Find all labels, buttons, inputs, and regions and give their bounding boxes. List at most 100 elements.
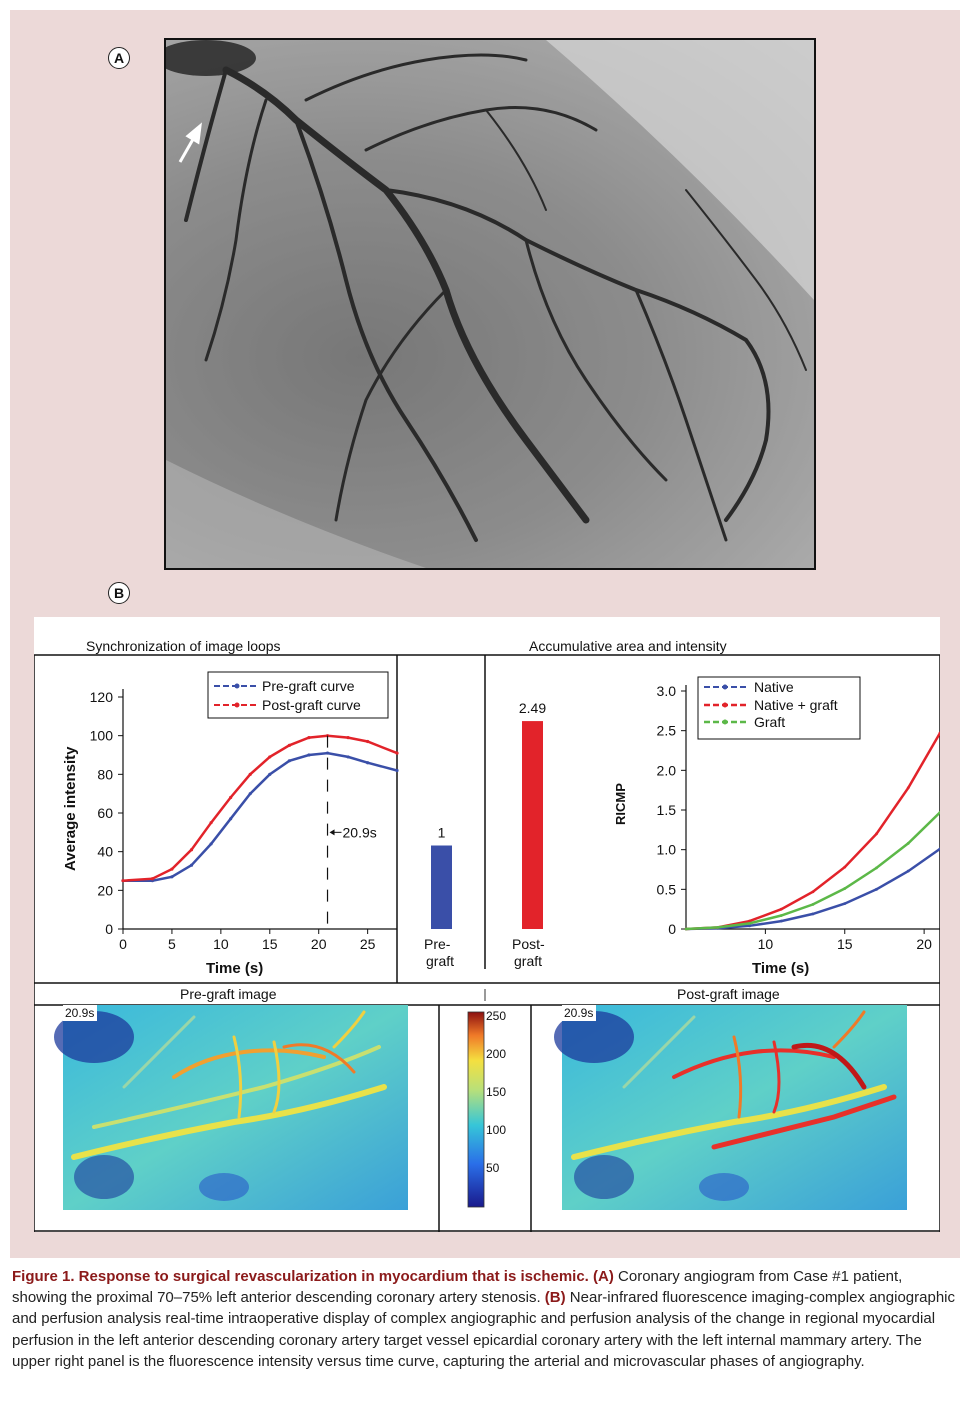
legend-label-native-graft: Native + graft [754, 697, 838, 713]
bar [522, 721, 543, 929]
ricmp-y-tick-label: 1.0 [657, 842, 677, 858]
legend-marker-native-graft [722, 702, 728, 708]
accum-title: Accumulative area and intensity [529, 638, 727, 654]
intensity-y-tick-label: 100 [90, 728, 114, 744]
ricmp-data-point [811, 890, 815, 894]
ricmp-y-tick-label: 2.0 [657, 762, 677, 778]
intensity-data-point [189, 863, 194, 867]
intensity-y-tick-label: 0 [105, 921, 113, 937]
ricmp-legend: Native Native + graft Graft [697, 676, 861, 740]
legend-label-post: Post-graft curve [262, 697, 361, 713]
intensity-series-line [123, 751, 398, 882]
legend-label-graft: Graft [754, 714, 785, 730]
legend-marker-pre [234, 683, 240, 689]
intensity-y-tick-label: 20 [97, 882, 113, 898]
intensity-data-point [150, 877, 154, 881]
intensity-xlabel: Time (s) [206, 960, 263, 977]
ratio-bar-chart: 12.49 [431, 700, 546, 929]
intensity-data-point [325, 751, 330, 755]
ricmp-data-point [875, 887, 878, 891]
ricmp-data-point [938, 731, 940, 735]
ricmp-y-tick-label: 3.0 [657, 683, 677, 699]
intensity-series-line [122, 734, 398, 882]
intensity-data-point [229, 795, 233, 800]
colorbar-tick-200: 200 [486, 1047, 506, 1061]
ricmp-x-tick-label: 20 [916, 936, 932, 952]
ricmp-data-point [779, 907, 783, 911]
intensity-y-tick-label: 40 [97, 844, 113, 860]
intensity-data-point [170, 875, 174, 879]
ricmp-data-point [938, 847, 940, 851]
ricmp-data-point [938, 810, 940, 814]
intensity-data-point [395, 751, 399, 755]
sync-title: Synchronization of image loops [86, 638, 281, 654]
legend-label-pre: Pre-graft curve [262, 678, 355, 694]
intensity-data-point [307, 753, 311, 757]
ricmp-data-point [843, 902, 847, 906]
intensity-data-point [229, 817, 233, 821]
ricmp-data-point [748, 919, 751, 923]
caption-a-tag: (A) [593, 1268, 614, 1285]
intensity-data-point [287, 759, 291, 763]
intensity-data-point [287, 743, 291, 747]
intensity-legend: Pre-graft curve Post-graft curve [207, 671, 389, 719]
angiogram-image [164, 38, 816, 570]
intensity-data-point [209, 842, 213, 846]
ricmp-data-point [748, 924, 751, 928]
ricmp-series-line [685, 732, 940, 931]
caption-b-tag: (B) [544, 1289, 566, 1307]
pre-image-title: Pre-graft image [180, 986, 277, 1002]
ricmp-y-tick-label: 2.5 [657, 723, 677, 739]
intensity-y-tick-label: 120 [90, 689, 114, 705]
bar-category-pre-1: Pre- [424, 936, 451, 952]
ricmp-data-point [843, 887, 847, 890]
colorbar-tick-50: 50 [486, 1161, 500, 1175]
bar-category-post-1: Post- [512, 936, 545, 952]
ricmp-data-point [811, 912, 815, 916]
ricmp-y-tick-label: 0 [668, 921, 676, 937]
intensity-ylabel: Average intensity [62, 746, 79, 871]
ricmp-data-point [875, 866, 878, 870]
legend-marker-graft [722, 719, 728, 725]
panel-b-label: B [108, 582, 130, 604]
intensity-data-point [366, 739, 370, 744]
intensity-data-point [346, 736, 350, 740]
ricmp-data-point [748, 922, 751, 925]
ricmp-data-point [906, 786, 910, 790]
intensity-data-point [346, 755, 350, 759]
ricmp-ylabel: RICMP [613, 783, 628, 825]
intensity-data-point [366, 761, 370, 765]
intensity-data-point [268, 772, 272, 776]
caption-b-text: Near-infrared fluorescence imaging-compl… [12, 1289, 955, 1370]
intensity-data-point [189, 848, 194, 852]
post-graft-image: 20.9s [554, 1005, 907, 1210]
intensity-data-point [248, 792, 252, 796]
bar-category-pre-2: graft [426, 953, 454, 969]
intensity-data-point [121, 879, 125, 883]
intensity-data-point [395, 768, 399, 773]
caption-a-text: Coronary angiogram from Case #1 patient,… [12, 1268, 903, 1307]
ricmp-y-tick-label: 0.5 [657, 881, 677, 897]
intensity-x-tick-label: 5 [168, 936, 176, 952]
ricmp-xlabel: Time (s) [752, 960, 809, 977]
ricmp-x-tick-label: 10 [758, 936, 774, 952]
ricmp-data-point [779, 919, 783, 923]
post-time-stamp: 20.9s [564, 1006, 593, 1020]
ricmp-data-point [811, 903, 815, 906]
intensity-data-point [209, 821, 213, 825]
bar [431, 845, 452, 929]
pre-graft-image: 20.9s [54, 1005, 408, 1210]
bar-category-post-2: graft [514, 953, 542, 969]
post-image-title: Post-graft image [677, 986, 780, 1002]
ricmp-data-point [906, 869, 910, 873]
pre-time-stamp: 20.9s [65, 1006, 94, 1020]
colorbar-tick-150: 150 [486, 1085, 506, 1099]
intensity-y-tick-label: 60 [97, 805, 113, 821]
intensity-data-point [268, 755, 272, 759]
ricmp-data-point [843, 865, 847, 869]
annotation-arrow-head-icon [329, 829, 335, 836]
time-annotation-label: 20.9s [343, 824, 377, 840]
bar-value-label: 2.49 [519, 700, 546, 716]
panel-a-label: A [108, 47, 130, 69]
bar-value-label: 1 [438, 825, 446, 841]
